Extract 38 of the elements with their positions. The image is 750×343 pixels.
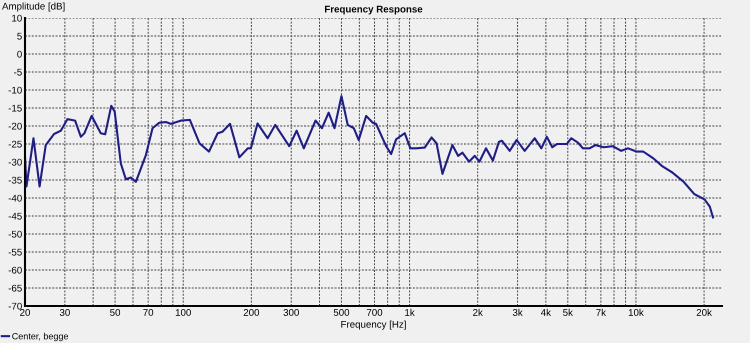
x-tick-label: 3k [512,308,523,316]
y-tick-label: 10 [12,14,22,22]
x-tick-label: 50 [110,309,120,316]
y-tick-label: -40 [8,194,22,202]
y-tick-label: -55 [8,248,22,256]
x-tick-label: 500 [334,309,350,316]
y-tick-label: -15 [8,104,22,112]
x-tick-label: 300 [283,309,299,316]
y-tick-label: 5 [17,32,22,40]
x-tick-label: 70 [143,309,154,316]
x-tick-label: 2k [473,308,483,316]
y-tick-label: -70 [8,302,22,310]
x-tick-label: 10k [628,308,644,316]
y-tick-label: -25 [8,140,22,148]
x-tick-label: 4k [540,308,552,316]
x-tick-label: 5k [563,308,573,316]
x-tick-label: 1k [405,308,415,316]
y-tick-label: -20 [8,122,22,130]
y-tick-label: -35 [8,176,22,184]
y-tick-label: 0 [17,50,22,58]
x-tick-label: 100 [176,309,191,316]
y-tick-label: -65 [8,284,22,292]
y-tick-label: -10 [8,86,22,94]
x-axis-title: Frequency [Hz] [341,320,406,330]
y-tick-label: -30 [8,158,22,166]
x-tick-label: 20 [20,309,30,316]
chart-title: Frequency Response [324,6,422,14]
legend-label: Center, begge [12,332,68,342]
y-tick-label: -5 [14,68,22,76]
x-tick-label: 20k [696,308,712,316]
y-tick-label: -50 [8,230,22,238]
x-tick-label: 30 [60,309,70,316]
y-tick-label: -45 [8,212,22,220]
x-tick-label: 200 [244,309,260,316]
y-axis-title: Amplitude [dB] [2,2,65,12]
x-tick-label: 7k [596,308,606,316]
x-tick-label: 700 [366,309,382,316]
y-tick-label: -60 [8,266,22,274]
